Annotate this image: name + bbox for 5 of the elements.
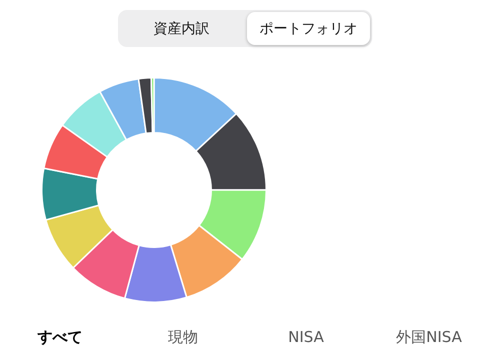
text: すべて — [36, 328, 84, 347]
text: NISA — [287, 328, 325, 346]
text: 現物 — [167, 328, 199, 347]
segmented-control: 資産内訳 ポートフォリオ — [118, 10, 372, 47]
text: 外国NISA — [395, 328, 463, 347]
